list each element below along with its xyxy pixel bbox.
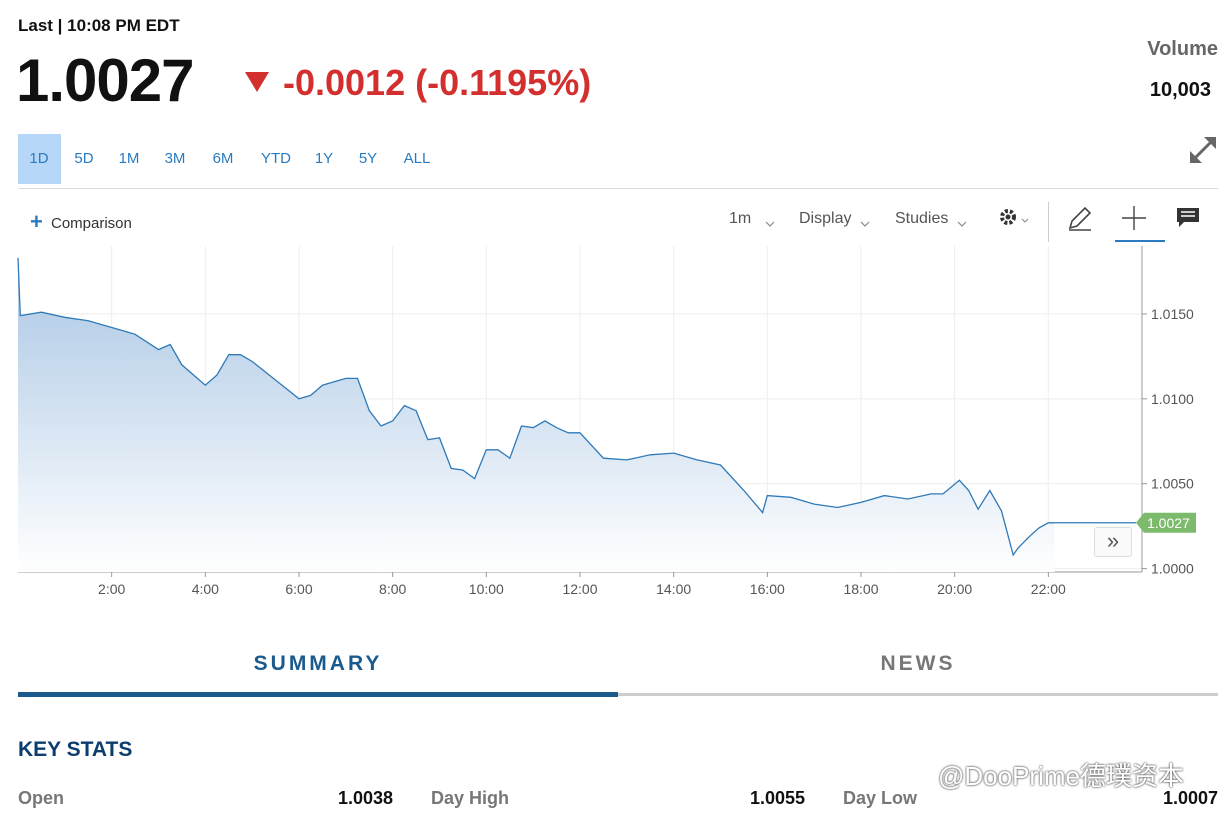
y-tick-label: 1.0050 [1151,476,1194,492]
area [18,257,1055,572]
x-tick-label: 6:00 [285,581,312,597]
settings-icon[interactable] [996,205,1036,229]
y-tick-label: 1.0100 [1151,391,1194,407]
stat-label: Day Low [843,788,918,808]
studies[interactable]: Studies [895,210,949,227]
range-button[interactable]: 1M [118,150,140,167]
range-button[interactable]: 3M [164,150,186,167]
plus-icon: + [30,209,43,234]
tab-news[interactable]: NEWS [880,652,956,675]
x-tick-label: 12:00 [562,581,597,597]
comment-icon[interactable] [1176,206,1200,230]
x-tick-label: 14:00 [656,581,691,597]
last-price-badge [1136,512,1196,533]
range-button[interactable]: YTD [261,150,291,167]
stat-value: 1.0055 [749,788,805,808]
range-button[interactable]: 5Y [358,150,378,167]
last-price-label: 1.0027 [1147,515,1190,531]
separator [1048,202,1049,242]
line [17,257,1055,557]
y-tick-label: 1.0150 [1151,306,1194,322]
x-tick-label: 22:00 [1031,581,1066,597]
dropdown-carets [765,221,967,227]
tab-active-line [18,692,618,697]
display[interactable]: Display [799,210,852,227]
x-tick-label: 8:00 [379,581,406,597]
divider [18,188,1218,189]
key-stats-title: KEY STATS [18,738,133,761]
interval[interactable]: 1m [729,210,752,227]
range-button[interactable]: 6M [212,150,234,167]
range-button[interactable]: 1D [29,150,49,167]
tab-summary[interactable]: SUMMARY [253,652,383,675]
down-arrow [245,72,269,92]
range-button[interactable]: ALL [403,150,431,167]
price: 1.0027 [16,47,195,114]
last-time: Last | 10:08 PM EDT [18,16,180,35]
tab-line [618,693,1218,696]
volume: 10,003 [1149,79,1211,101]
range-button[interactable]: 5D [74,150,94,167]
x-tick-label: 18:00 [843,581,878,597]
x-tick-label: 16:00 [750,581,785,597]
x-tick-label: 20:00 [937,581,972,597]
x-tick-label: 10:00 [469,581,504,597]
crosshair-icon[interactable] [1120,204,1148,232]
stat-value: 1.0038 [337,788,393,808]
expand-icon[interactable] [1186,133,1220,167]
draw-icon[interactable] [1066,204,1094,232]
watermark: @DooPrime德璞资本 [938,761,1184,791]
stat-value: 1.0007 [1162,788,1218,808]
change: -0.0012 (-0.1195%) [283,62,592,103]
scroll-right-button[interactable]: » [1094,527,1132,557]
y-tick-label: 1.0000 [1151,561,1194,577]
range-active [18,134,61,184]
range-button[interactable]: 1Y [314,150,334,167]
x-tick-label: 2:00 [98,581,125,597]
comparison[interactable]: Comparison [51,215,132,232]
stat-label: Open [18,788,65,808]
x-tick-label: 4:00 [192,581,219,597]
chart: 2:00 4:00 6:00 8:00 10:00 12:00 14:00 16:00 18:0… [17,246,1196,597]
crosshair-underline [1115,240,1165,242]
stat-label: Day High [431,788,510,808]
volume-label: Volume [1147,38,1218,60]
